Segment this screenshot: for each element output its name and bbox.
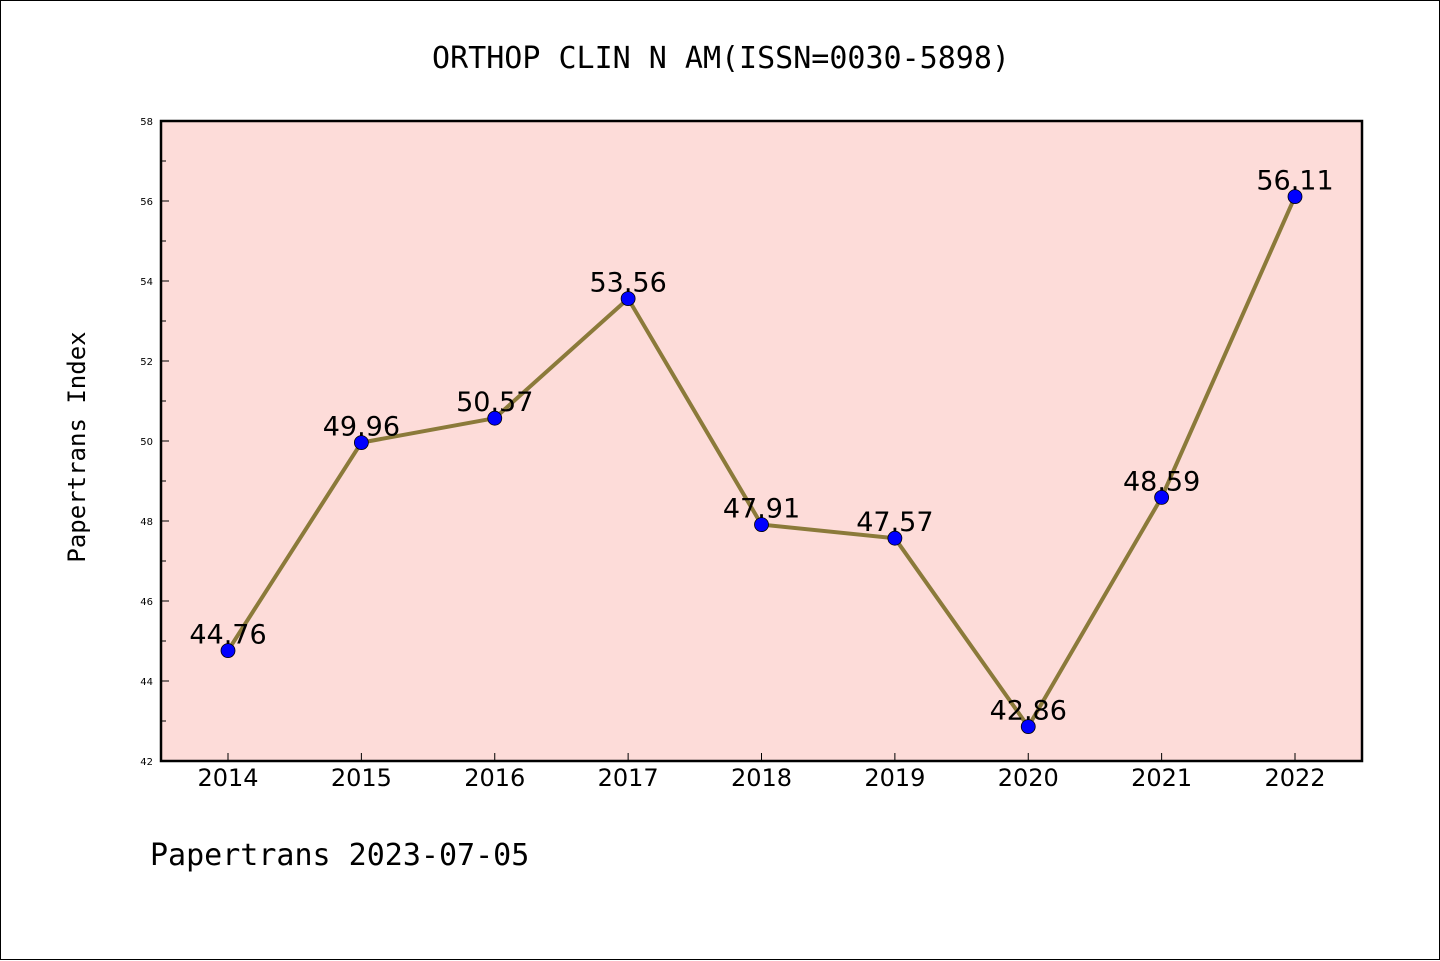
data-label: 49.96	[323, 412, 400, 443]
x-tick-label: 2022	[1264, 764, 1325, 792]
data-point-marker	[1154, 489, 1170, 505]
data-point-marker	[1020, 719, 1036, 734]
x-axis: 2014 2015 2016 2017 2018 2019 2020 2021 2022	[197, 753, 1326, 792]
data-label: 47.91	[723, 494, 800, 525]
x-tick-label: 2021	[1131, 764, 1192, 792]
y-tick-label: 54	[140, 277, 153, 288]
data-label: 47.57	[856, 507, 933, 538]
data-point-marker	[887, 530, 903, 546]
x-tick-label: 2018	[731, 764, 792, 792]
data-label: 56.11	[1256, 166, 1333, 197]
data-point-marker	[620, 291, 636, 307]
data-label: 48.59	[1123, 466, 1200, 497]
plot-border	[159, 119, 1364, 763]
y-axis: 42 44 46 48 50 52 54 56 58	[140, 117, 169, 768]
data-label: 44.76	[189, 620, 266, 651]
y-tick-label: 58	[140, 117, 153, 128]
data-point-marker	[353, 435, 369, 451]
x-tick-label: 2020	[998, 764, 1059, 792]
x-tick-label: 2016	[464, 764, 525, 792]
chart-title: ORTHOP CLIN N AM(ISSN=0030-5898)	[432, 41, 1010, 76]
footer-text: Papertrans 2023-07-05	[150, 838, 529, 873]
data-label: 42.86	[990, 696, 1067, 727]
x-tick-label: 2015	[331, 764, 392, 792]
y-tick-label: 44	[140, 677, 153, 688]
y-tick-label: 48	[140, 517, 153, 528]
y-tick-label: 50	[140, 437, 153, 448]
x-tick-label: 2017	[598, 764, 659, 792]
y-tick-label: 56	[140, 197, 153, 208]
x-tick-label: 2014	[197, 764, 258, 792]
y-axis-label: Papertrans Index	[63, 331, 91, 562]
data-point-marker	[220, 643, 236, 658]
data-label: 53.56	[589, 268, 666, 299]
y-tick-label: 52	[140, 357, 153, 368]
series-markers	[220, 189, 1303, 734]
data-point-marker	[754, 517, 769, 532]
y-tick-label: 46	[140, 597, 153, 608]
data-labels: 44.76 49.96 50.57 53.56 47.91 47.57 42.86 48.59…	[189, 166, 1333, 727]
x-tick-label: 2019	[864, 764, 925, 792]
data-label: 50.57	[456, 387, 533, 418]
y-tick-label: 42	[140, 757, 153, 768]
data-point-marker	[1287, 189, 1303, 205]
data-point-marker	[487, 410, 503, 426]
